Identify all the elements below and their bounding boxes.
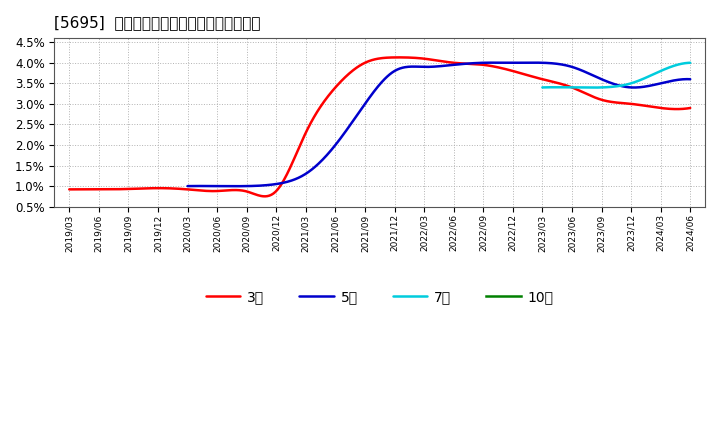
7年 — [576, 85, 585, 90]
7年 — [686, 60, 695, 66]
3年 — [175, 186, 184, 191]
7年 — [637, 77, 646, 82]
Line: 7年: 7年 — [542, 63, 690, 88]
5年 — [183, 183, 192, 189]
7年 — [626, 81, 634, 86]
Text: [5695]  経常利益マージンの標準偏差の推移: [5695] 経常利益マージンの標準偏差の推移 — [55, 15, 261, 30]
3年 — [433, 58, 441, 63]
5年 — [528, 60, 537, 65]
7年 — [606, 84, 614, 90]
5年 — [230, 183, 239, 189]
3年 — [65, 187, 73, 192]
3年 — [686, 105, 695, 110]
7年 — [564, 85, 573, 90]
5年 — [480, 60, 489, 66]
5年 — [411, 64, 420, 69]
3年 — [534, 76, 543, 81]
3年 — [395, 55, 403, 60]
3年 — [482, 62, 490, 68]
Legend: 3年, 5年, 7年, 10年: 3年, 5年, 7年, 10年 — [200, 284, 559, 309]
5年 — [686, 77, 695, 82]
7年 — [649, 71, 658, 77]
3年 — [225, 187, 233, 193]
3年 — [347, 69, 356, 74]
5年 — [313, 162, 322, 167]
3年 — [261, 194, 269, 199]
7年 — [585, 85, 593, 90]
5年 — [520, 60, 528, 65]
5年 — [563, 63, 572, 68]
5年 — [273, 181, 282, 187]
7年 — [538, 85, 546, 90]
Line: 3年: 3年 — [69, 57, 690, 196]
Line: 5年: 5年 — [187, 62, 690, 186]
